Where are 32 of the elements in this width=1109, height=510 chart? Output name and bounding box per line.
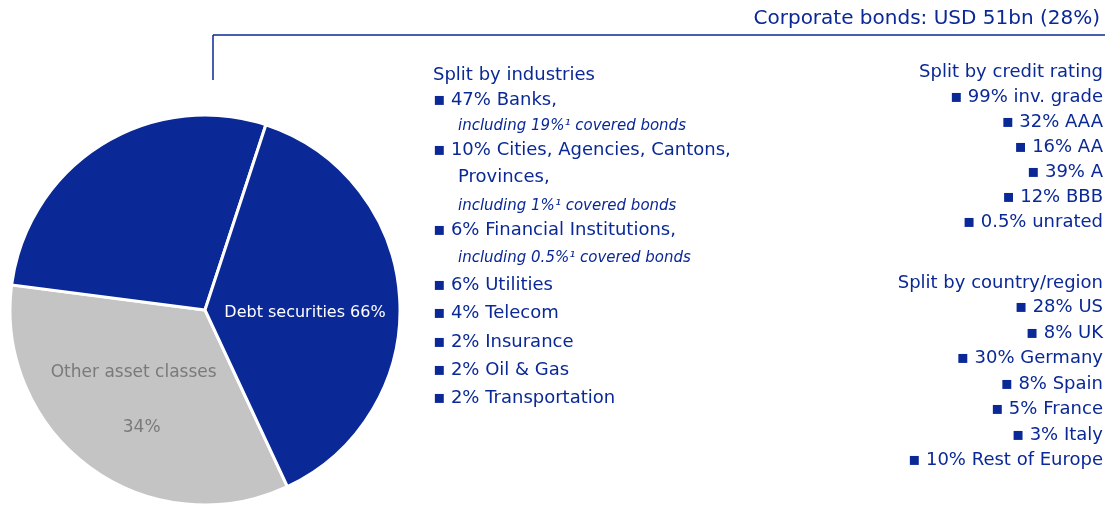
text: ▪ 16% AA bbox=[1014, 135, 1104, 156]
text: Split by country/region bbox=[897, 271, 1103, 292]
text: ▪ 32% AAA bbox=[1001, 110, 1104, 131]
text: ▪ 39% A bbox=[1027, 160, 1104, 181]
text: ▪ 6% Utilities bbox=[433, 273, 553, 294]
text: ▪ 30% Germany bbox=[956, 346, 1104, 367]
text: ▪ 10% Rest of Europe bbox=[908, 448, 1103, 469]
text: including 0.5%¹ covered bonds bbox=[458, 248, 691, 266]
text: Debt securities 66% bbox=[224, 302, 386, 321]
text: ▪ 2% Oil & Gas bbox=[433, 357, 570, 379]
text: Corporate bonds: USD 51bn (28%) bbox=[753, 5, 1100, 29]
text: Provinces, bbox=[458, 165, 550, 186]
text: ▪ 47% Banks, bbox=[433, 88, 557, 109]
text: Split by industries bbox=[433, 63, 595, 84]
text: ▪ 4% Telecom bbox=[433, 301, 559, 323]
text: ▪ 8% UK bbox=[1025, 320, 1105, 342]
text: ▪ 6% Financial Institutions, bbox=[433, 218, 676, 239]
text: ▪ 99% inv. grade bbox=[949, 85, 1103, 106]
text: including 1%¹ covered bonds bbox=[458, 196, 677, 214]
text: ▪ 3% Italy bbox=[1011, 422, 1104, 444]
slice-label: Other asset classes bbox=[50, 360, 217, 381]
text: Split by credit rating bbox=[919, 60, 1103, 81]
text: ▪ 10% Cities, Agencies, Cantons, bbox=[433, 138, 731, 159]
text: ▪ 0.5% unrated bbox=[962, 210, 1103, 231]
data-label: 34% bbox=[122, 415, 161, 436]
text: ▪ 8% Spain bbox=[1000, 371, 1103, 393]
text: ▪ 12% BBB bbox=[1002, 185, 1103, 206]
text: ▪ 2% Insurance bbox=[433, 329, 574, 351]
text: ▪ 5% France bbox=[990, 397, 1103, 418]
text: ▪ 2% Transportation bbox=[433, 386, 616, 408]
text: ▪ 28% US bbox=[1014, 295, 1103, 316]
text: including 19%¹ covered bonds bbox=[458, 116, 687, 134]
